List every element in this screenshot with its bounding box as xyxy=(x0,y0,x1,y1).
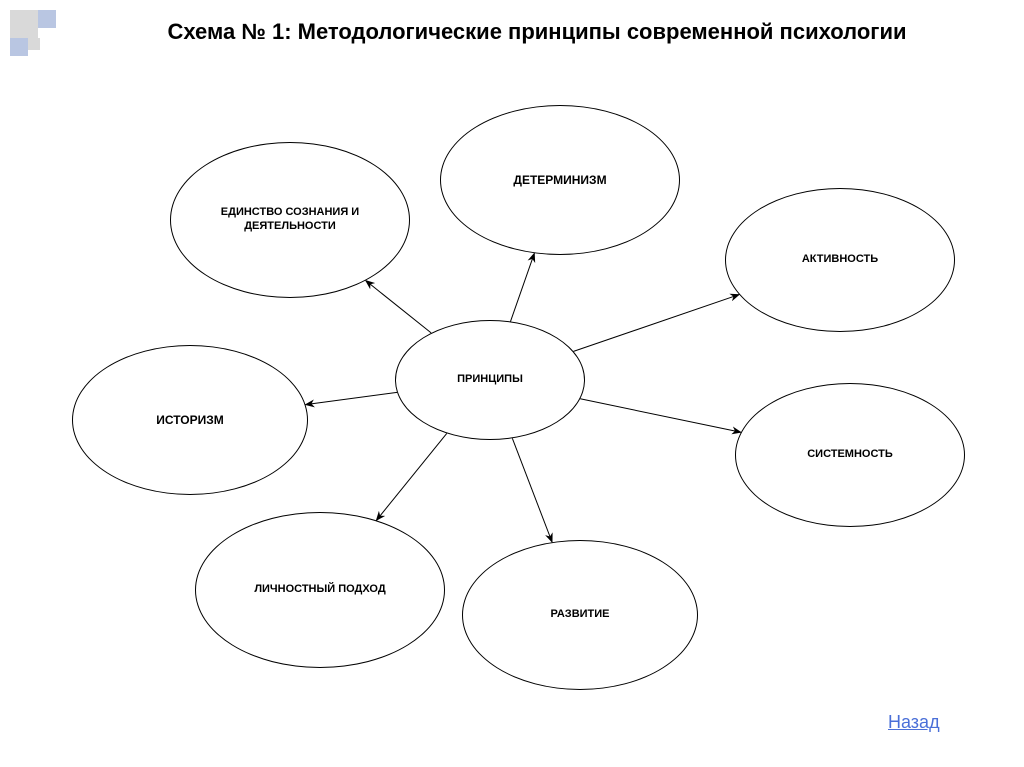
node-label: АКТИВНОСТЬ xyxy=(802,253,878,267)
node-personal: ЛИЧНОСТНЫЙ ПОДХОД xyxy=(195,512,445,668)
node-label: ДЕТЕРМИНИЗМ xyxy=(513,173,606,188)
node-historicism: ИСТОРИЗМ xyxy=(72,345,308,495)
edge-development xyxy=(512,438,552,542)
node-label: РАЗВИТИЕ xyxy=(550,608,609,622)
edge-activity xyxy=(573,295,739,352)
node-label: ЕДИНСТВО СОЗНАНИЯ И ДЕЯТЕЛЬНОСТИ xyxy=(181,206,399,234)
node-unity: ЕДИНСТВО СОЗНАНИЯ И ДЕЯТЕЛЬНОСТИ xyxy=(170,142,410,298)
edge-systemness xyxy=(580,399,741,432)
edge-personal xyxy=(376,433,446,520)
edge-determinism xyxy=(511,253,535,321)
node-label: ПРИНЦИПЫ xyxy=(457,373,523,387)
edge-historicism xyxy=(305,392,397,404)
edge-unity xyxy=(366,281,431,333)
node-determinism: ДЕТЕРМИНИЗМ xyxy=(440,105,680,255)
node-principles: ПРИНЦИПЫ xyxy=(395,320,585,440)
node-systemness: СИСТЕМНОСТЬ xyxy=(735,383,965,527)
node-development: РАЗВИТИЕ xyxy=(462,540,698,690)
back-link[interactable]: Назад xyxy=(888,712,940,733)
node-label: СИСТЕМНОСТЬ xyxy=(807,448,893,462)
node-label: ЛИЧНОСТНЫЙ ПОДХОД xyxy=(254,583,385,597)
node-label: ИСТОРИЗМ xyxy=(156,413,224,428)
node-activity: АКТИВНОСТЬ xyxy=(725,188,955,332)
diagram-canvas: ПРИНЦИПЫ ДЕТЕРМИНИЗМ ЕДИНСТВО СОЗНАНИЯ И Д… xyxy=(0,0,1024,767)
